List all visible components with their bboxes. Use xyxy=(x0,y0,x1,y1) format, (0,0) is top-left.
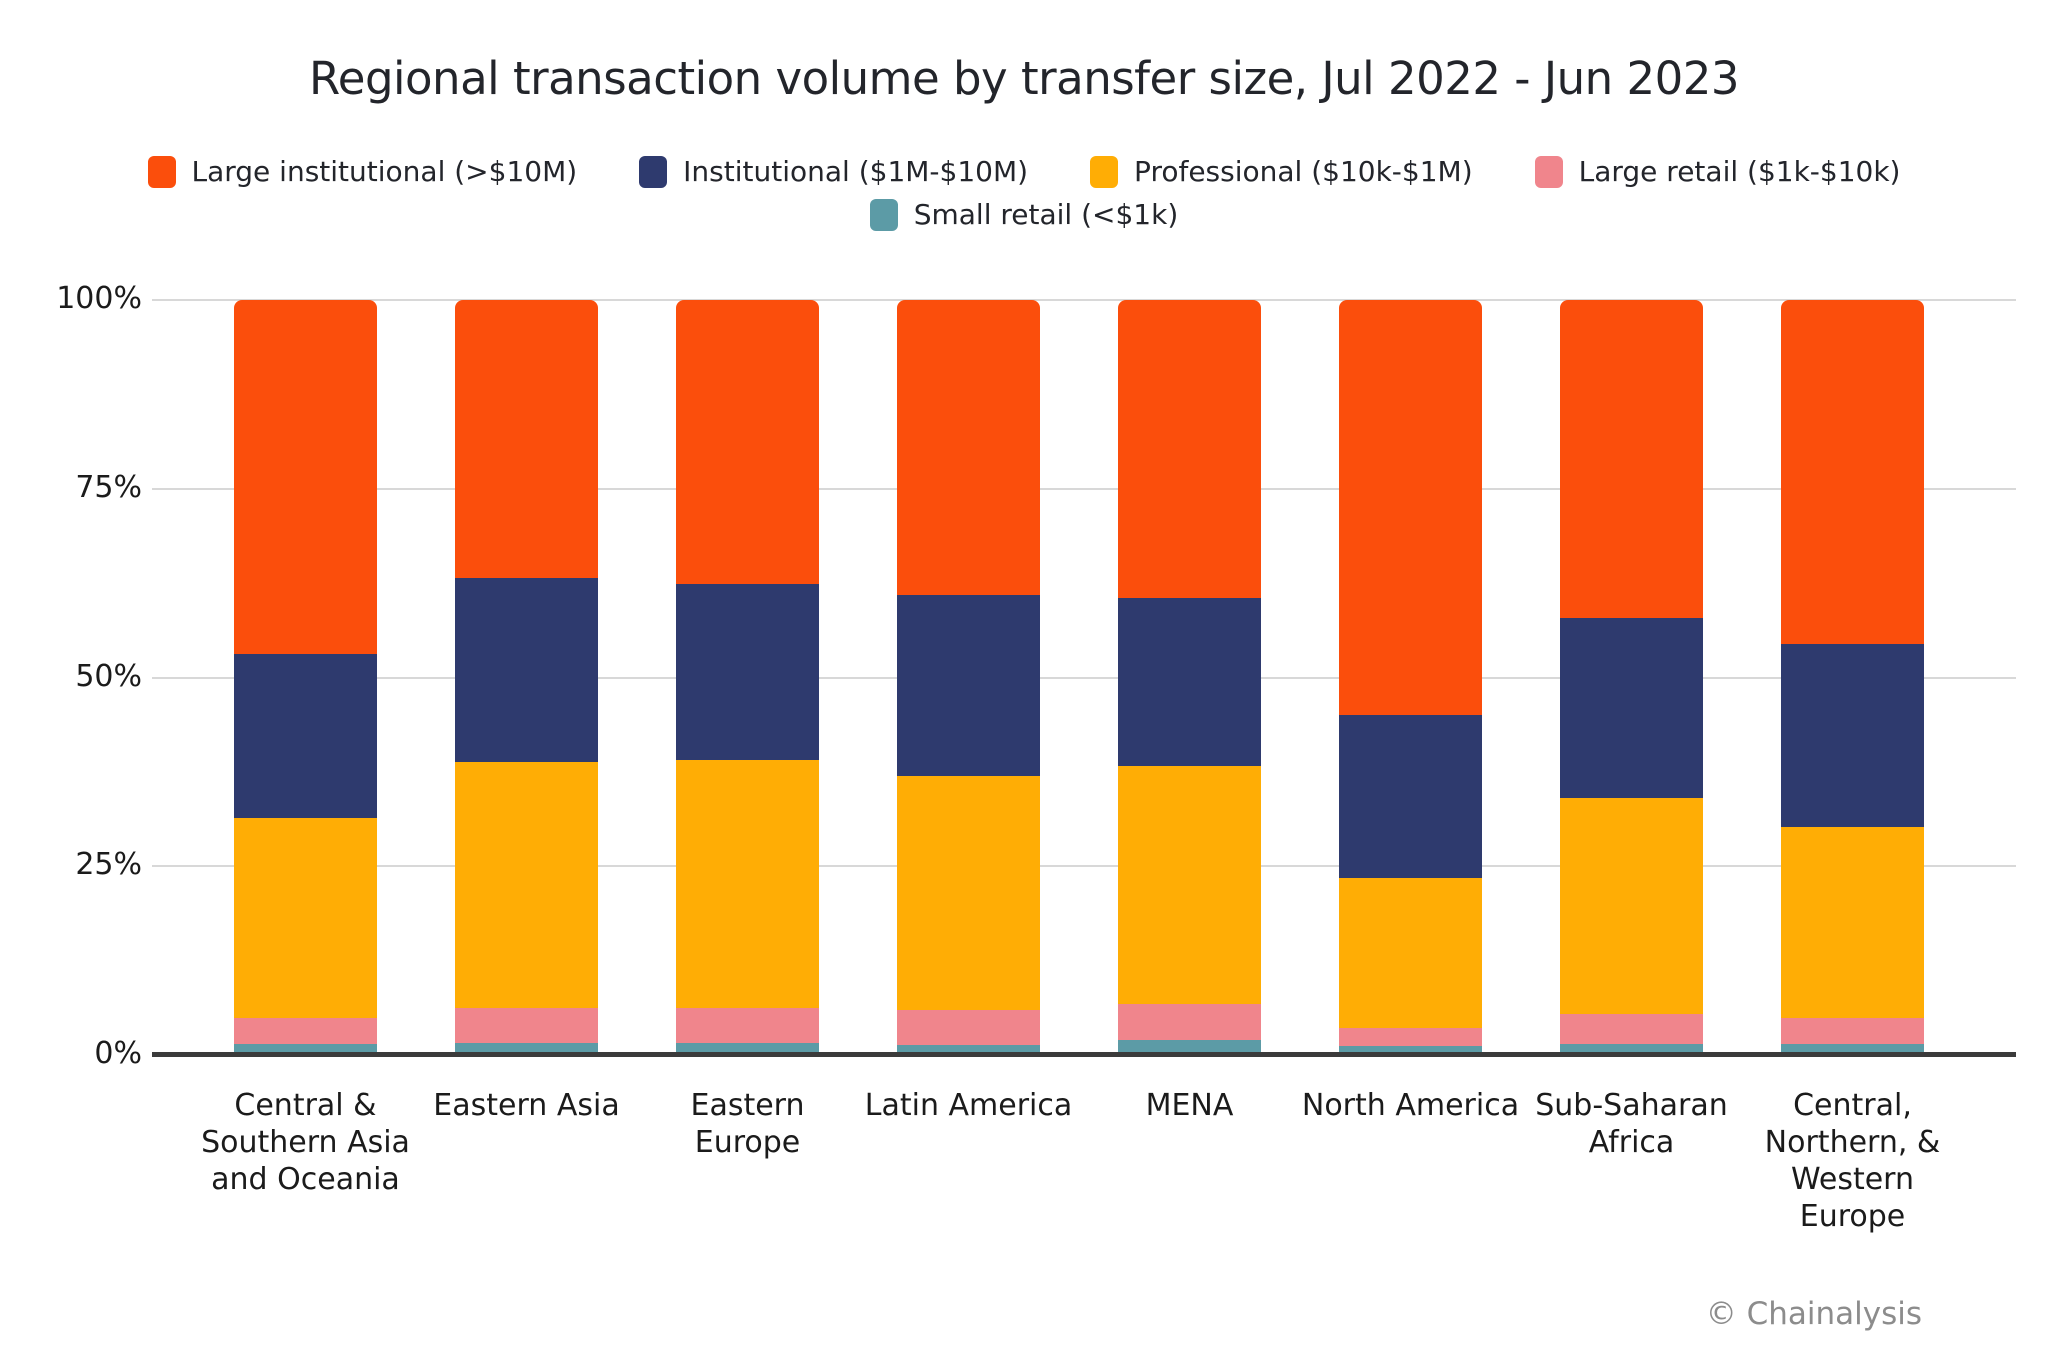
gridline-50pct xyxy=(152,676,2016,679)
bar-segment-large_institutional xyxy=(676,300,819,584)
legend-label: Institutional ($1M-$10M) xyxy=(683,155,1029,188)
gridline-25pct xyxy=(152,865,2016,868)
bar-segment-large_retail xyxy=(1339,1027,1482,1046)
bar-segment-large_institutional xyxy=(455,300,598,578)
bar-segment-institutional xyxy=(676,583,819,760)
legend-item-large-institutional-10m: Large institutional (>$10M) xyxy=(147,155,578,188)
legend: Large institutional (>$10M) Institutional… xyxy=(0,155,2048,231)
bar-segment-large_institutional xyxy=(234,300,377,655)
x-label-north-america: North America xyxy=(1301,1088,1520,1123)
bar-segment-institutional xyxy=(234,654,377,818)
bar-segment-large_retail xyxy=(455,1008,598,1043)
copyright-chainalysis: © Chainalysis xyxy=(1705,1296,1922,1332)
bar-eastern-europe xyxy=(676,300,819,1055)
chart-title: Regional transaction volume by transfer … xyxy=(309,52,1739,105)
bar-segment-professional xyxy=(1118,765,1261,1004)
bar-segment-professional xyxy=(455,762,598,1009)
bar-segment-small_retail xyxy=(1118,1039,1261,1055)
legend-swatch-large_institutional xyxy=(147,155,176,188)
bar-segment-large_institutional xyxy=(1781,300,1924,645)
bar-segment-professional xyxy=(1781,827,1924,1019)
y-tick-100pct: 100% xyxy=(56,281,142,316)
bar-central-southern-asia-and-oceania xyxy=(234,300,377,1055)
bar-segment-professional xyxy=(1560,798,1703,1014)
bar-segment-professional xyxy=(234,817,377,1019)
bar-segment-small_retail xyxy=(1339,1045,1482,1055)
legend-label: Small retail (<$1k) xyxy=(913,198,1179,231)
x-label-central-northern-western-europe: Central, Northern, & Western Europe xyxy=(1764,1088,1941,1234)
bar-north-america xyxy=(1339,300,1482,1055)
bar-central-northern-western-europe xyxy=(1781,300,1924,1055)
x-label-eastern-asia: Eastern Asia xyxy=(433,1088,620,1123)
legend-swatch-institutional xyxy=(639,155,668,188)
y-tick-50pct: 50% xyxy=(75,658,142,694)
bar-latin-america xyxy=(897,300,1040,1055)
bar-segment-small_retail xyxy=(676,1042,819,1055)
bar-segment-large_retail xyxy=(1781,1018,1924,1045)
bar-segment-institutional xyxy=(455,577,598,763)
x-label-central-southern-asia-and-oceania: Central & Southern Asia and Oceania xyxy=(201,1088,410,1197)
bar-segment-large_retail xyxy=(676,1008,819,1043)
x-label-sub-saharan-africa: Sub-Saharan Africa xyxy=(1535,1088,1728,1160)
bar-segment-small_retail xyxy=(1560,1043,1703,1055)
bar-segment-large_institutional xyxy=(1339,300,1482,716)
bar-mena xyxy=(1118,300,1261,1055)
x-label-mena: MENA xyxy=(1145,1088,1234,1123)
gridline-100pct xyxy=(152,299,2016,301)
legend-swatch-professional xyxy=(1090,155,1119,188)
gridline-75pct xyxy=(152,487,2016,490)
legend-label: Professional ($10k-$1M) xyxy=(1134,155,1473,188)
bar-segment-institutional xyxy=(1339,715,1482,879)
bar-sub-saharan-africa xyxy=(1560,300,1703,1055)
bar-segment-large_retail xyxy=(1118,1003,1261,1040)
bar-segment-large_retail xyxy=(234,1018,377,1045)
y-tick-75pct: 75% xyxy=(75,469,142,505)
legend-row-1: Large institutional (>$10M) Institutional… xyxy=(147,155,1901,188)
legend-label: Large retail ($1k-$10k) xyxy=(1578,155,1901,188)
bar-segment-small_retail xyxy=(897,1045,1040,1055)
bar-eastern-asia xyxy=(455,300,598,1055)
bar-segment-large_retail xyxy=(1560,1013,1703,1044)
bar-segment-small_retail xyxy=(234,1044,377,1055)
bar-segment-institutional xyxy=(1781,644,1924,828)
bar-segment-large_institutional xyxy=(1560,300,1703,618)
x-label-eastern-europe: Eastern Europe xyxy=(690,1088,805,1160)
legend-item-institutional-1m-10m: Institutional ($1M-$10M) xyxy=(639,155,1028,188)
bar-segment-large_institutional xyxy=(897,300,1040,596)
legend-swatch-small_retail xyxy=(869,198,898,231)
plot-area xyxy=(152,299,2016,1057)
y-tick-25pct: 25% xyxy=(75,847,142,883)
bar-segment-large_retail xyxy=(897,1009,1040,1046)
bar-segment-professional xyxy=(1339,878,1482,1028)
legend-swatch-large_retail xyxy=(1534,155,1563,188)
bar-segment-professional xyxy=(676,759,819,1009)
bar-segment-small_retail xyxy=(455,1042,598,1055)
x-axis-line xyxy=(152,1052,2016,1057)
legend-item-professional-10k-1m: Professional ($10k-$1M) xyxy=(1090,155,1473,188)
bar-segment-institutional xyxy=(1118,598,1261,766)
bar-segment-institutional xyxy=(897,595,1040,776)
x-label-latin-america: Latin America xyxy=(864,1088,1073,1123)
bar-segment-large_institutional xyxy=(1118,300,1261,599)
y-tick-0pct: 0% xyxy=(94,1036,142,1071)
legend-item-large-retail-1k-10k: Large retail ($1k-$10k) xyxy=(1534,155,1901,188)
legend-item-small-retail-1k: Small retail (<$1k) xyxy=(869,198,1179,231)
legend-label: Large institutional (>$10M) xyxy=(191,155,578,188)
legend-row-2: Small retail (<$1k) xyxy=(869,198,1179,231)
bar-segment-professional xyxy=(897,775,1040,1010)
bar-segment-institutional xyxy=(1560,617,1703,799)
bar-segment-small_retail xyxy=(1781,1044,1924,1055)
